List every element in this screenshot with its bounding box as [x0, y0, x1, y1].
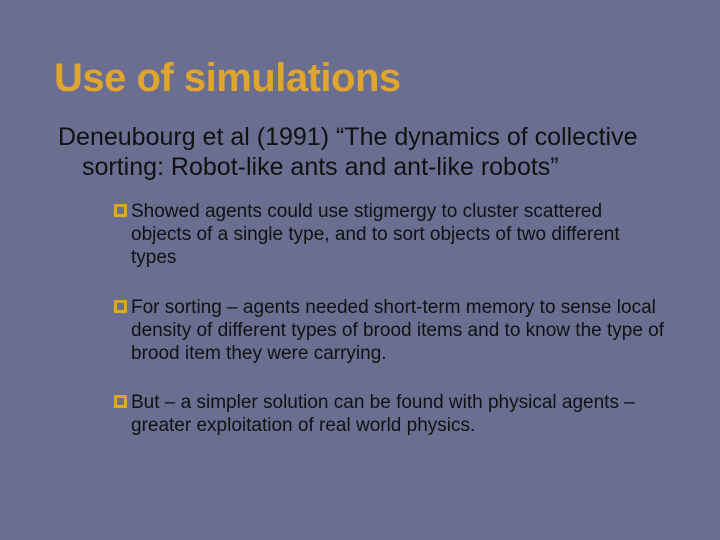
slide-title: Use of simulations — [54, 56, 666, 101]
list-item: Showed agents could use stigmergy to clu… — [114, 200, 666, 270]
bullet-square-icon — [114, 204, 127, 217]
bullet-square-icon — [114, 395, 127, 408]
slide: Use of simulations Deneubourg et al (199… — [0, 0, 720, 540]
bullet-square-icon — [114, 300, 127, 313]
bullet-text: For sorting – agents needed short-term m… — [131, 296, 666, 366]
bullet-text: But – a simpler solution can be found wi… — [131, 391, 666, 437]
bullet-list: Showed agents could use stigmergy to clu… — [54, 200, 666, 437]
list-item: For sorting – agents needed short-term m… — [114, 296, 666, 366]
list-item: But – a simpler solution can be found wi… — [114, 391, 666, 437]
slide-body-text: Deneubourg et al (1991) “The dynamics of… — [54, 123, 666, 182]
body-paragraph: Deneubourg et al (1991) “The dynamics of… — [58, 123, 666, 182]
bullet-text: Showed agents could use stigmergy to clu… — [131, 200, 666, 270]
